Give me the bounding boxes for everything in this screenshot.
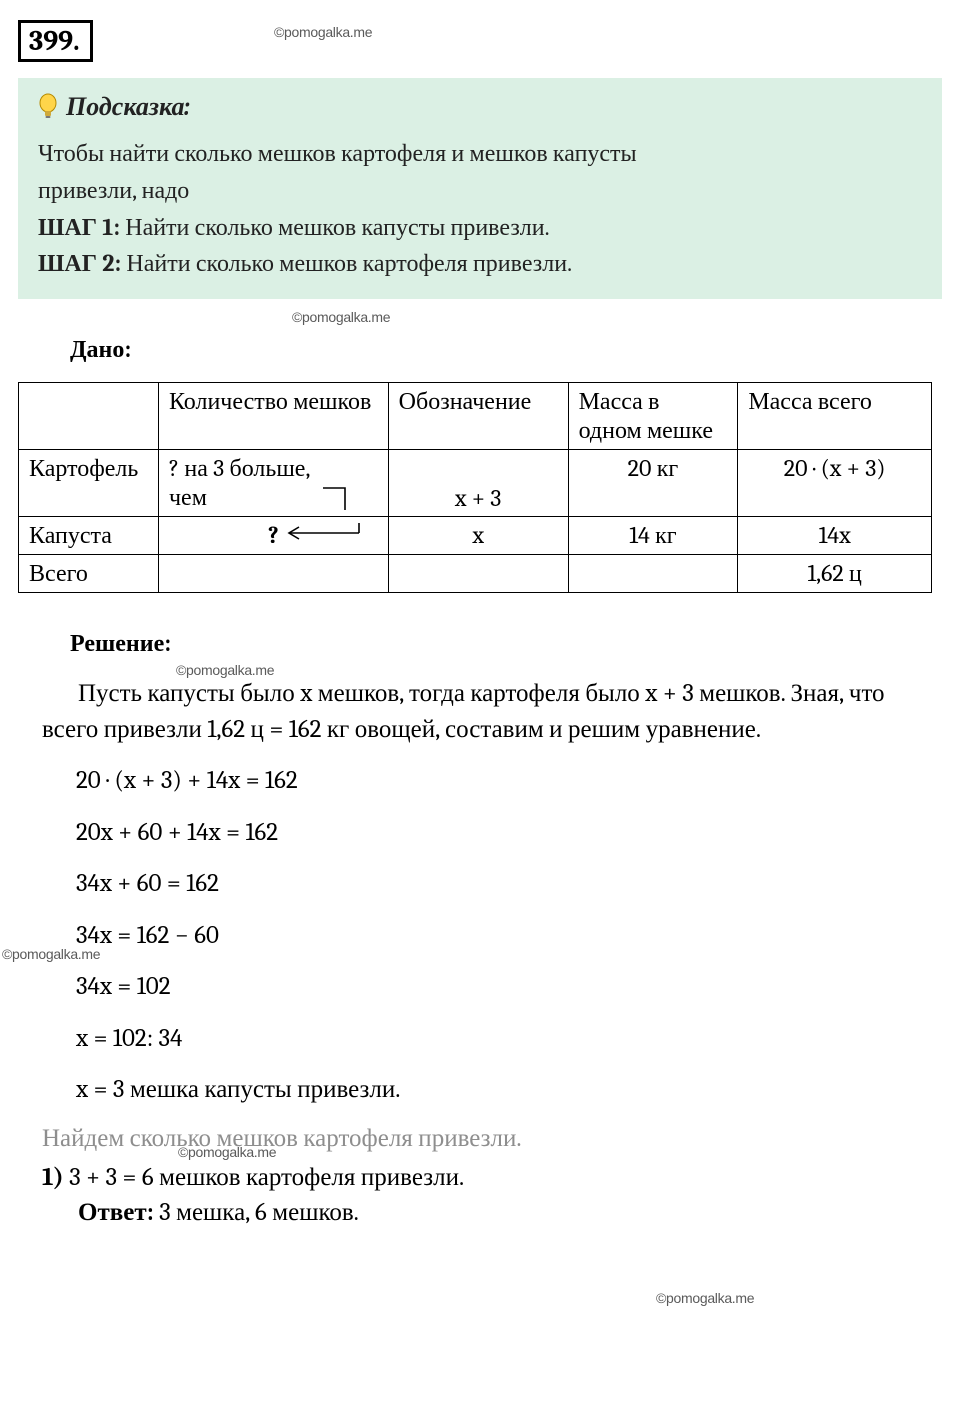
given-title: Дано:: [70, 335, 942, 364]
hint-step-2: ШАГ 2: Найти сколько мешков картофеля пр…: [38, 246, 922, 281]
th-1: [19, 383, 159, 450]
hint-intro-2: привезли, надо: [38, 173, 922, 208]
eq-2: 20x + 60 + 14x = 162: [76, 815, 918, 851]
eq-4: 34x = 162 − 60: [76, 918, 918, 954]
r2c2-val: ?: [268, 521, 279, 549]
line1-label: 1): [42, 1163, 69, 1192]
watermark: ©pomogalka.me: [656, 1290, 754, 1306]
solution-title: Решение:: [70, 629, 942, 658]
eq-6: x = 102: 34: [76, 1021, 918, 1057]
watermark: ©pomogalka.me: [178, 1144, 276, 1160]
answer-line-1: 1) 3 + 3 = 6 мешков картофеля привезли.: [42, 1163, 918, 1192]
table-header-row: Количество мешков Обозначение Масса в од…: [19, 383, 932, 450]
watermark: ©pomogalka.me: [292, 309, 390, 325]
table-row-cabbage: Капуста ? x 14 кг 14x: [19, 517, 932, 555]
find-note: Найдем сколько мешков картофеля привезли…: [42, 1124, 918, 1153]
th-3: Обозначение: [388, 383, 568, 450]
r1c4: 20 кг: [568, 450, 738, 517]
hint-title: Подсказка:: [66, 92, 190, 122]
r2c5: 14x: [738, 517, 932, 555]
eq-1: 20 · (x + 3) + 14x = 162: [76, 763, 918, 799]
hint-box: Подсказка: Чтобы найти сколько мешков ка…: [18, 78, 942, 299]
table-row-total: Всего 1,62 ц: [19, 555, 932, 593]
task-number-box: 399.: [18, 20, 93, 62]
r3c2: [158, 555, 388, 593]
hint-intro-1: Чтобы найти сколько мешков картофеля и м…: [38, 136, 922, 171]
th-5: Масса всего: [738, 383, 932, 450]
answer-text: 3 мешка, 6 мешков.: [154, 1198, 359, 1227]
r1c2b: чем: [169, 483, 207, 511]
lightbulb-icon: [38, 93, 58, 121]
watermark: ©pomogalka.me: [2, 946, 100, 962]
hint-step-1: ШАГ 1: Найти сколько мешков капусты прив…: [38, 210, 922, 245]
equation-list: 20 · (x + 3) + 14x = 162 20x + 60 + 14x …: [76, 763, 918, 1108]
r3c5: 1,62 ц: [738, 555, 932, 593]
solution-body: Пусть капусты было x мешков, тогда карто…: [42, 676, 918, 1108]
r2c4: 14 кг: [568, 517, 738, 555]
th-2: Количество мешков: [158, 383, 388, 450]
r1c3: x + 3: [388, 450, 568, 517]
r2c2: ?: [158, 517, 388, 555]
step2-text: Найти сколько мешков картофеля привезли.: [121, 249, 572, 277]
solution-intro: Пусть капусты было x мешков, тогда карто…: [42, 676, 918, 747]
arrow-left-icon: [279, 523, 389, 543]
r3c1: Всего: [19, 555, 159, 593]
r3c3: [388, 555, 568, 593]
eq-7: x = 3 мешка капусты привезли.: [76, 1072, 918, 1108]
r1c2a: ? на 3 больше,: [169, 454, 310, 482]
hint-header: Подсказка:: [38, 92, 922, 122]
watermark: ©pomogalka.me: [274, 24, 372, 40]
task-number: 399.: [29, 25, 80, 57]
watermark: ©pomogalka.me: [176, 662, 274, 678]
r1c2: ? на 3 больше, чем: [158, 450, 388, 517]
eq-3: 34x + 60 = 162: [76, 866, 918, 902]
r3c4: [568, 555, 738, 593]
hint-body: Чтобы найти сколько мешков картофеля и м…: [38, 136, 922, 281]
step2-label: ШАГ 2:: [38, 249, 121, 277]
step1-text: Найти сколько мешков капусты привезли.: [120, 213, 550, 241]
step1-label: ШАГ 1:: [38, 213, 120, 241]
th-4: Масса в одном мешке: [568, 383, 738, 450]
r2c3: x: [388, 517, 568, 555]
table-row-potato: Картофель ? на 3 больше, чем x + 3 20 кг…: [19, 450, 932, 517]
r1c5: 20 · (x + 3): [738, 450, 932, 517]
answer-final: Ответ: 3 мешка, 6 мешков.: [78, 1198, 942, 1227]
line1-text: 3 + 3 = 6 мешков картофеля привезли.: [69, 1163, 464, 1192]
r1c1: Картофель: [19, 450, 159, 517]
answer-label: Ответ:: [78, 1198, 154, 1227]
given-table: Количество мешков Обозначение Масса в од…: [18, 382, 932, 593]
eq-5: 34x = 102: [76, 969, 918, 1005]
r2c1: Капуста: [19, 517, 159, 555]
